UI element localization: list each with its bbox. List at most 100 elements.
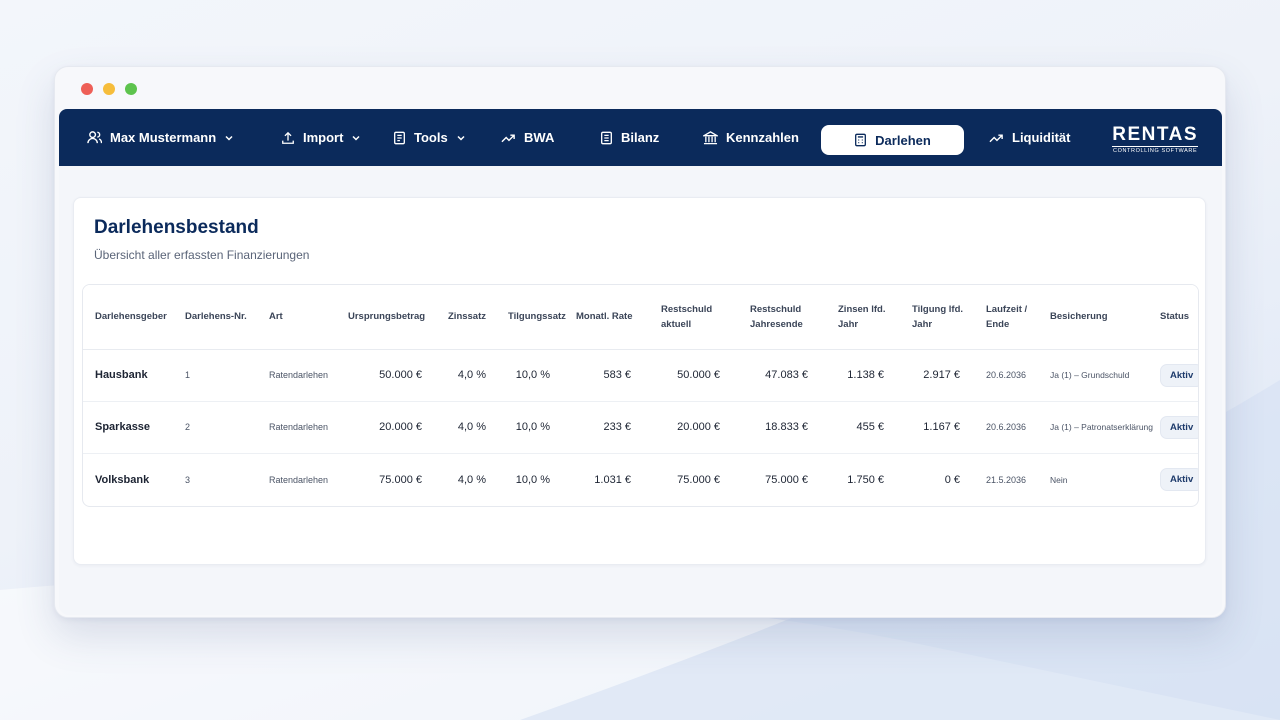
nav-bilanz[interactable]: Bilanz (600, 109, 659, 166)
cell-darlehens-nr: 2 (173, 401, 257, 454)
balance-sheet-icon (601, 131, 612, 144)
user-icon (87, 131, 102, 144)
cell-zinsen-jahr: 455 € (826, 401, 900, 454)
cell-restschuld-aktuell: 20.000 € (649, 401, 738, 454)
nav-import[interactable]: Import (281, 109, 361, 166)
maximize-window-button[interactable] (125, 83, 137, 95)
loans-card: Darlehensbestand Übersicht aller erfasst… (73, 197, 1206, 565)
loans-table-container: Darlehensgeber Darlehens-Nr. Art Ursprun… (82, 284, 1199, 507)
nav-bwa[interactable]: BWA (501, 109, 554, 166)
col-header-status[interactable]: Status (1148, 285, 1198, 350)
nav-liquiditaet[interactable]: Liquidität (989, 109, 1071, 166)
top-navbar: Max Mustermann Import Tools BWA Bilanz (59, 109, 1222, 166)
nav-bilanz-label: Bilanz (621, 130, 660, 145)
trend-up-icon (989, 133, 1003, 142)
cell-darlehens-nr: 3 (185, 474, 191, 485)
cell-tilgungssatz: 10,0 % (496, 349, 564, 402)
user-menu[interactable]: Max Mustermann (87, 109, 234, 166)
cell-restschuld-aktuell: 50.000 € (649, 349, 738, 402)
logo-wordmark: RENTAS (1112, 124, 1198, 145)
cell-tilgungssatz: 10,0 % (496, 401, 564, 454)
close-window-button[interactable] (81, 83, 93, 95)
nav-bwa-label: BWA (524, 130, 555, 145)
col-header-art[interactable]: Art (257, 285, 336, 350)
col-header-zinsen-jahr[interactable]: Zinsen lfd. Jahr (826, 285, 900, 350)
cell-status: Aktiv (1148, 349, 1198, 402)
col-header-zinssatz[interactable]: Zinssatz (436, 285, 496, 350)
cell-zinsen-jahr: 1.138 € (826, 349, 900, 402)
cell-zinsen-jahr: 1.750 € (847, 473, 884, 486)
nav-import-label: Import (303, 130, 344, 145)
cell-laufzeit-ende: 20.6.2036 (974, 401, 1038, 454)
minimize-window-button[interactable] (103, 83, 115, 95)
cell-ursprungsbetrag: 20.000 € (336, 401, 436, 454)
page-title: Darlehensbestand (94, 217, 259, 238)
calculator-icon (855, 133, 867, 147)
cell-monatl-rate: 233 € (564, 401, 649, 454)
app-content: Max Mustermann Import Tools BWA Bilanz (59, 109, 1222, 615)
logo-tagline: CONTROLLING SOFTWARE (1112, 146, 1198, 154)
loans-table: Darlehensgeber Darlehens-Nr. Art Ursprun… (83, 285, 1198, 506)
chevron-down-icon (225, 135, 233, 141)
bank-icon (703, 130, 718, 144)
chevron-down-icon (352, 135, 360, 141)
col-header-darlehensgeber[interactable]: Darlehensgeber (83, 285, 173, 350)
cell-ursprungsbetrag: 75.000 € (379, 473, 422, 486)
cell-tilgung-jahr: 2.917 € (900, 349, 974, 402)
window-controls (81, 83, 137, 95)
cell-ursprungsbetrag: 50.000 € (336, 349, 436, 402)
cell-besicherung: Ja (1) – Patronatserklärung (1038, 401, 1153, 454)
table-row[interactable]: Volksbank 3 Ratendarlehen 75.000 € 4,0 %… (83, 453, 1198, 506)
table-row[interactable]: Sparkasse 2 Ratendarlehen 20.000 € 4,0 %… (83, 401, 1198, 454)
cell-zinssatz: 4,0 % (457, 473, 486, 486)
nav-darlehen-label: Darlehen (875, 132, 931, 148)
cell-tilgung-jahr: 1.167 € (900, 401, 974, 454)
page-subtitle: Übersicht aller erfassten Finanzierungen (94, 248, 310, 262)
cell-laufzeit-ende: 21.5.2036 (986, 474, 1027, 485)
cell-art: Ratendarlehen (257, 349, 336, 402)
cell-darlehensgeber: Hausbank (83, 349, 173, 402)
cell-restschuld-jahresende: 75.000 € (765, 473, 808, 486)
cell-laufzeit-ende: 20.6.2036 (974, 349, 1038, 402)
cell-besicherung: Ja (1) – Grundschuld (1038, 349, 1148, 402)
upload-icon (282, 131, 294, 144)
cell-monatl-rate: 583 € (564, 349, 649, 402)
col-header-tilgung-jahr[interactable]: Tilgung lfd. Jahr (900, 285, 974, 350)
document-icon (394, 131, 405, 144)
nav-kennzahlen-label: Kennzahlen (726, 130, 799, 145)
col-header-darlehens-nr[interactable]: Darlehens-Nr. (173, 285, 257, 350)
rentas-logo: RENTAS CONTROLLING SOFTWARE (1112, 125, 1198, 154)
cell-art: Ratendarlehen (269, 474, 329, 485)
nav-tools[interactable]: Tools (393, 109, 466, 166)
col-header-tilgungssatz[interactable]: Tilgungssatz (496, 285, 566, 350)
col-header-restschuld-aktuell[interactable]: Restschuld aktuell (649, 285, 738, 350)
cell-zinssatz: 4,0 % (436, 401, 496, 454)
status-badge: Aktiv (1160, 468, 1198, 492)
cell-restschuld-jahresende: 47.083 € (738, 349, 826, 402)
cell-tilgung-jahr: 0 € (944, 473, 960, 486)
status-badge: Aktiv (1160, 415, 1198, 439)
table-row[interactable]: Hausbank 1 Ratendarlehen 50.000 € 4,0 % … (83, 349, 1198, 402)
cell-restschuld-aktuell: 75.000 € (677, 473, 720, 486)
nav-kennzahlen[interactable]: Kennzahlen (703, 109, 799, 166)
trend-up-icon (501, 133, 515, 142)
nav-liquiditaet-label: Liquidität (1012, 130, 1071, 145)
cell-art: Ratendarlehen (257, 401, 336, 454)
cell-darlehens-nr: 1 (173, 349, 257, 402)
col-header-ursprungsbetrag[interactable]: Ursprungsbetrag (336, 285, 436, 350)
table-header-row: Darlehensgeber Darlehens-Nr. Art Ursprun… (83, 285, 1198, 350)
col-header-monatl-rate[interactable]: Monatl. Rate (564, 285, 649, 350)
col-header-restschuld-jahresende[interactable]: Restschuld Jahresende (738, 285, 826, 350)
cell-status: Aktiv (1148, 401, 1198, 454)
cell-darlehensgeber: Volksbank (95, 473, 150, 486)
col-header-besicherung[interactable]: Besicherung (1038, 285, 1148, 350)
cell-status: Aktiv (1148, 453, 1198, 506)
cell-darlehensgeber: Sparkasse (83, 401, 173, 454)
nav-darlehen[interactable]: Darlehen (821, 125, 964, 155)
status-badge: Aktiv (1160, 363, 1198, 387)
app-window: Max Mustermann Import Tools BWA Bilanz (54, 66, 1226, 618)
col-header-laufzeit-ende[interactable]: Laufzeit / Ende (974, 285, 1038, 350)
user-name: Max Mustermann (110, 130, 217, 145)
cell-tilgungssatz: 10,0 % (515, 473, 550, 486)
cell-monatl-rate: 1.031 € (594, 473, 631, 486)
